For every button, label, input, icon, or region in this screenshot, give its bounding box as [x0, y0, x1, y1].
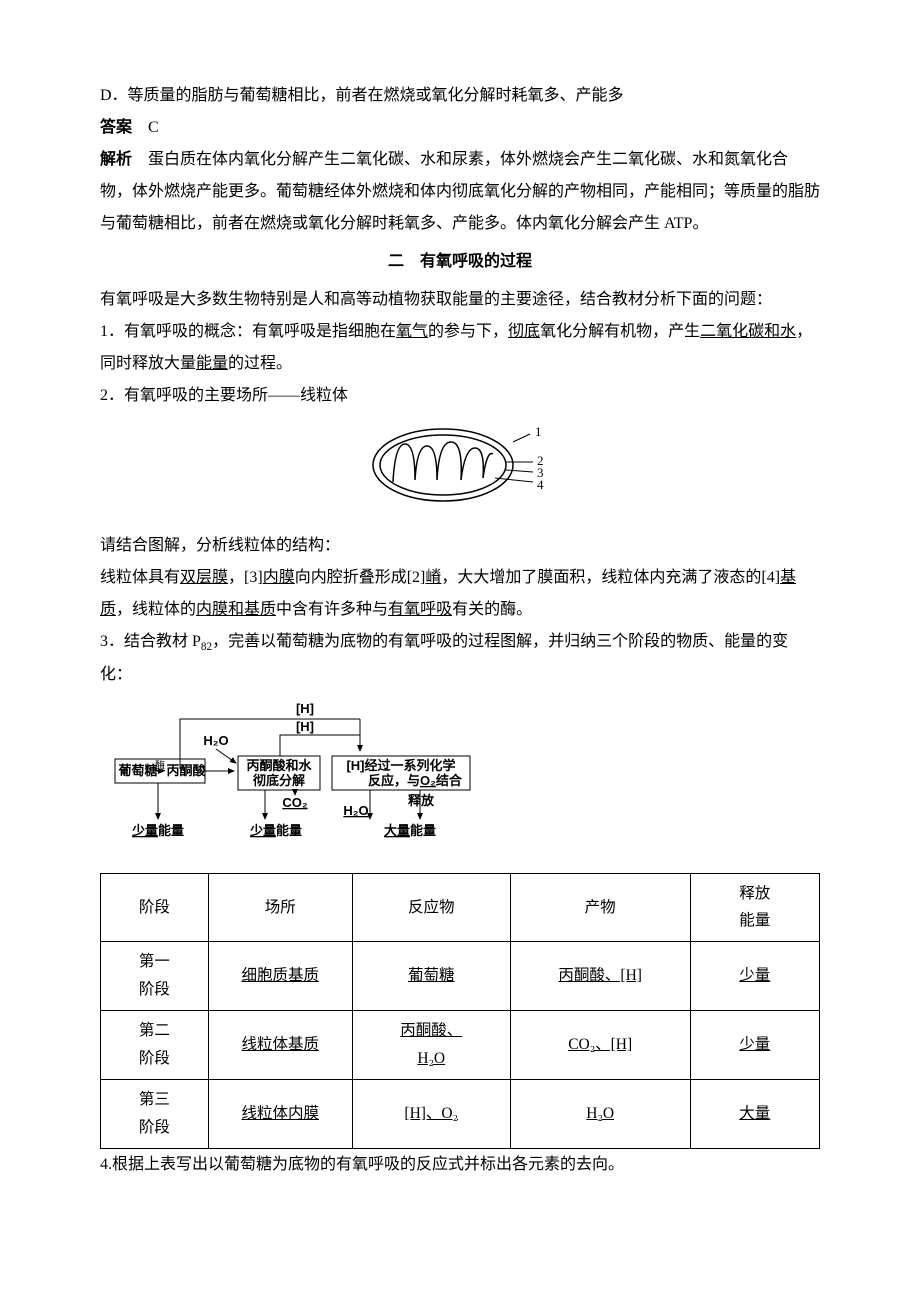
point-3: 3．结合教材 P82，完善以葡萄糖为底物的有氧呼吸的过程图解，并归纳三个阶段的物…	[100, 626, 820, 691]
point-1: 1．有氧呼吸的概念：有氧呼吸是指细胞在氧气的参与下，彻底氧化分解有机物，产生二氧…	[100, 316, 820, 380]
explain-label: 解析	[100, 151, 132, 168]
svg-text:[H]: [H]	[296, 719, 314, 734]
section-2-title: 二 有氧呼吸的过程	[100, 246, 820, 278]
respiration-stages-table: 阶段 场所 反应物 产物 释放能量 第一阶段 细胞质基质 葡萄糖 丙酮酸、[H]…	[100, 873, 820, 1149]
th-product: 产物	[510, 873, 690, 942]
th-reactant: 反应物	[352, 873, 510, 942]
svg-text:丙酮酸: 丙酮酸	[166, 763, 206, 778]
explain-line: 解析 蛋白质在体内氧化分解产生二氧化碳、水和尿素，体外燃烧会产生二氧化碳、水和氮…	[100, 144, 820, 240]
svg-text:[H]经过一系列化学: [H]经过一系列化学	[346, 758, 455, 773]
svg-text:葡萄糖: 葡萄糖	[117, 763, 157, 778]
point-2: 2．有氧呼吸的主要场所——线粒体	[100, 380, 820, 412]
th-location: 场所	[208, 873, 352, 942]
mitochondrion-diagram: 1 2 3 4	[100, 420, 820, 522]
svg-text:大量能量: 大量能量	[384, 823, 436, 838]
th-energy: 释放能量	[690, 873, 819, 942]
mito-label-4: 4	[537, 477, 544, 492]
svg-text:少量能量: 少量能量	[131, 823, 184, 838]
table-header-row: 阶段 场所 反应物 产物 释放能量	[101, 873, 820, 942]
svg-text:反应，与O₂结合: 反应，与O₂结合	[368, 773, 463, 788]
svg-text:H₂O: H₂O	[343, 803, 368, 818]
table-row: 第三阶段 线粒体内膜 [H]、O₂ H₂O 大量	[101, 1079, 820, 1148]
th-stage: 阶段	[101, 873, 209, 942]
point-2-followup: 请结合图解，分析线粒体的结构：	[100, 530, 820, 562]
svg-text:酶: 酶	[155, 759, 165, 772]
answer-value: C	[132, 119, 159, 136]
mito-structure: 线粒体具有双层膜，[3]内膜向内腔折叠形成[2]嵴，大大增加了膜面积，线粒体内充…	[100, 562, 820, 626]
svg-text:释放: 释放	[408, 793, 435, 808]
table-row: 第二阶段 线粒体基质 丙酮酸、H₂O CO₂、[H] 少量	[101, 1011, 820, 1080]
explain-text: 蛋白质在体内氧化分解产生二氧化碳、水和尿素，体外燃烧会产生二氧化碳、水和氮氧化合…	[100, 151, 820, 232]
mito-label-1: 1	[535, 424, 542, 439]
svg-text:[H]: [H]	[296, 701, 314, 716]
option-d: D．等质量的脂肪与葡萄糖相比，前者在燃烧或氧化分解时耗氧多、产能多	[100, 80, 820, 112]
svg-text:少量能量: 少量能量	[249, 823, 302, 838]
svg-text:CO₂: CO₂	[282, 795, 308, 810]
svg-text:彻底分解: 彻底分解	[252, 773, 305, 788]
point-4: 4.根据上表写出以葡萄糖为底物的有氧呼吸的反应式并标出各元素的去向。	[100, 1149, 820, 1181]
svg-text:H₂O: H₂O	[203, 733, 228, 748]
answer-label: 答案	[100, 119, 132, 136]
respiration-flow-diagram: [H] [H] H₂O 葡萄糖 酶 丙酮酸 丙酮酸和水 彻底分解 [H]经过一系…	[110, 701, 820, 863]
table-row: 第一阶段 细胞质基质 葡萄糖 丙酮酸、[H] 少量	[101, 942, 820, 1011]
svg-text:丙酮酸和水: 丙酮酸和水	[246, 758, 312, 773]
section-2-intro: 有氧呼吸是大多数生物特别是人和高等动植物获取能量的主要途径，结合教材分析下面的问…	[100, 284, 820, 316]
answer-line: 答案 C	[100, 112, 820, 144]
